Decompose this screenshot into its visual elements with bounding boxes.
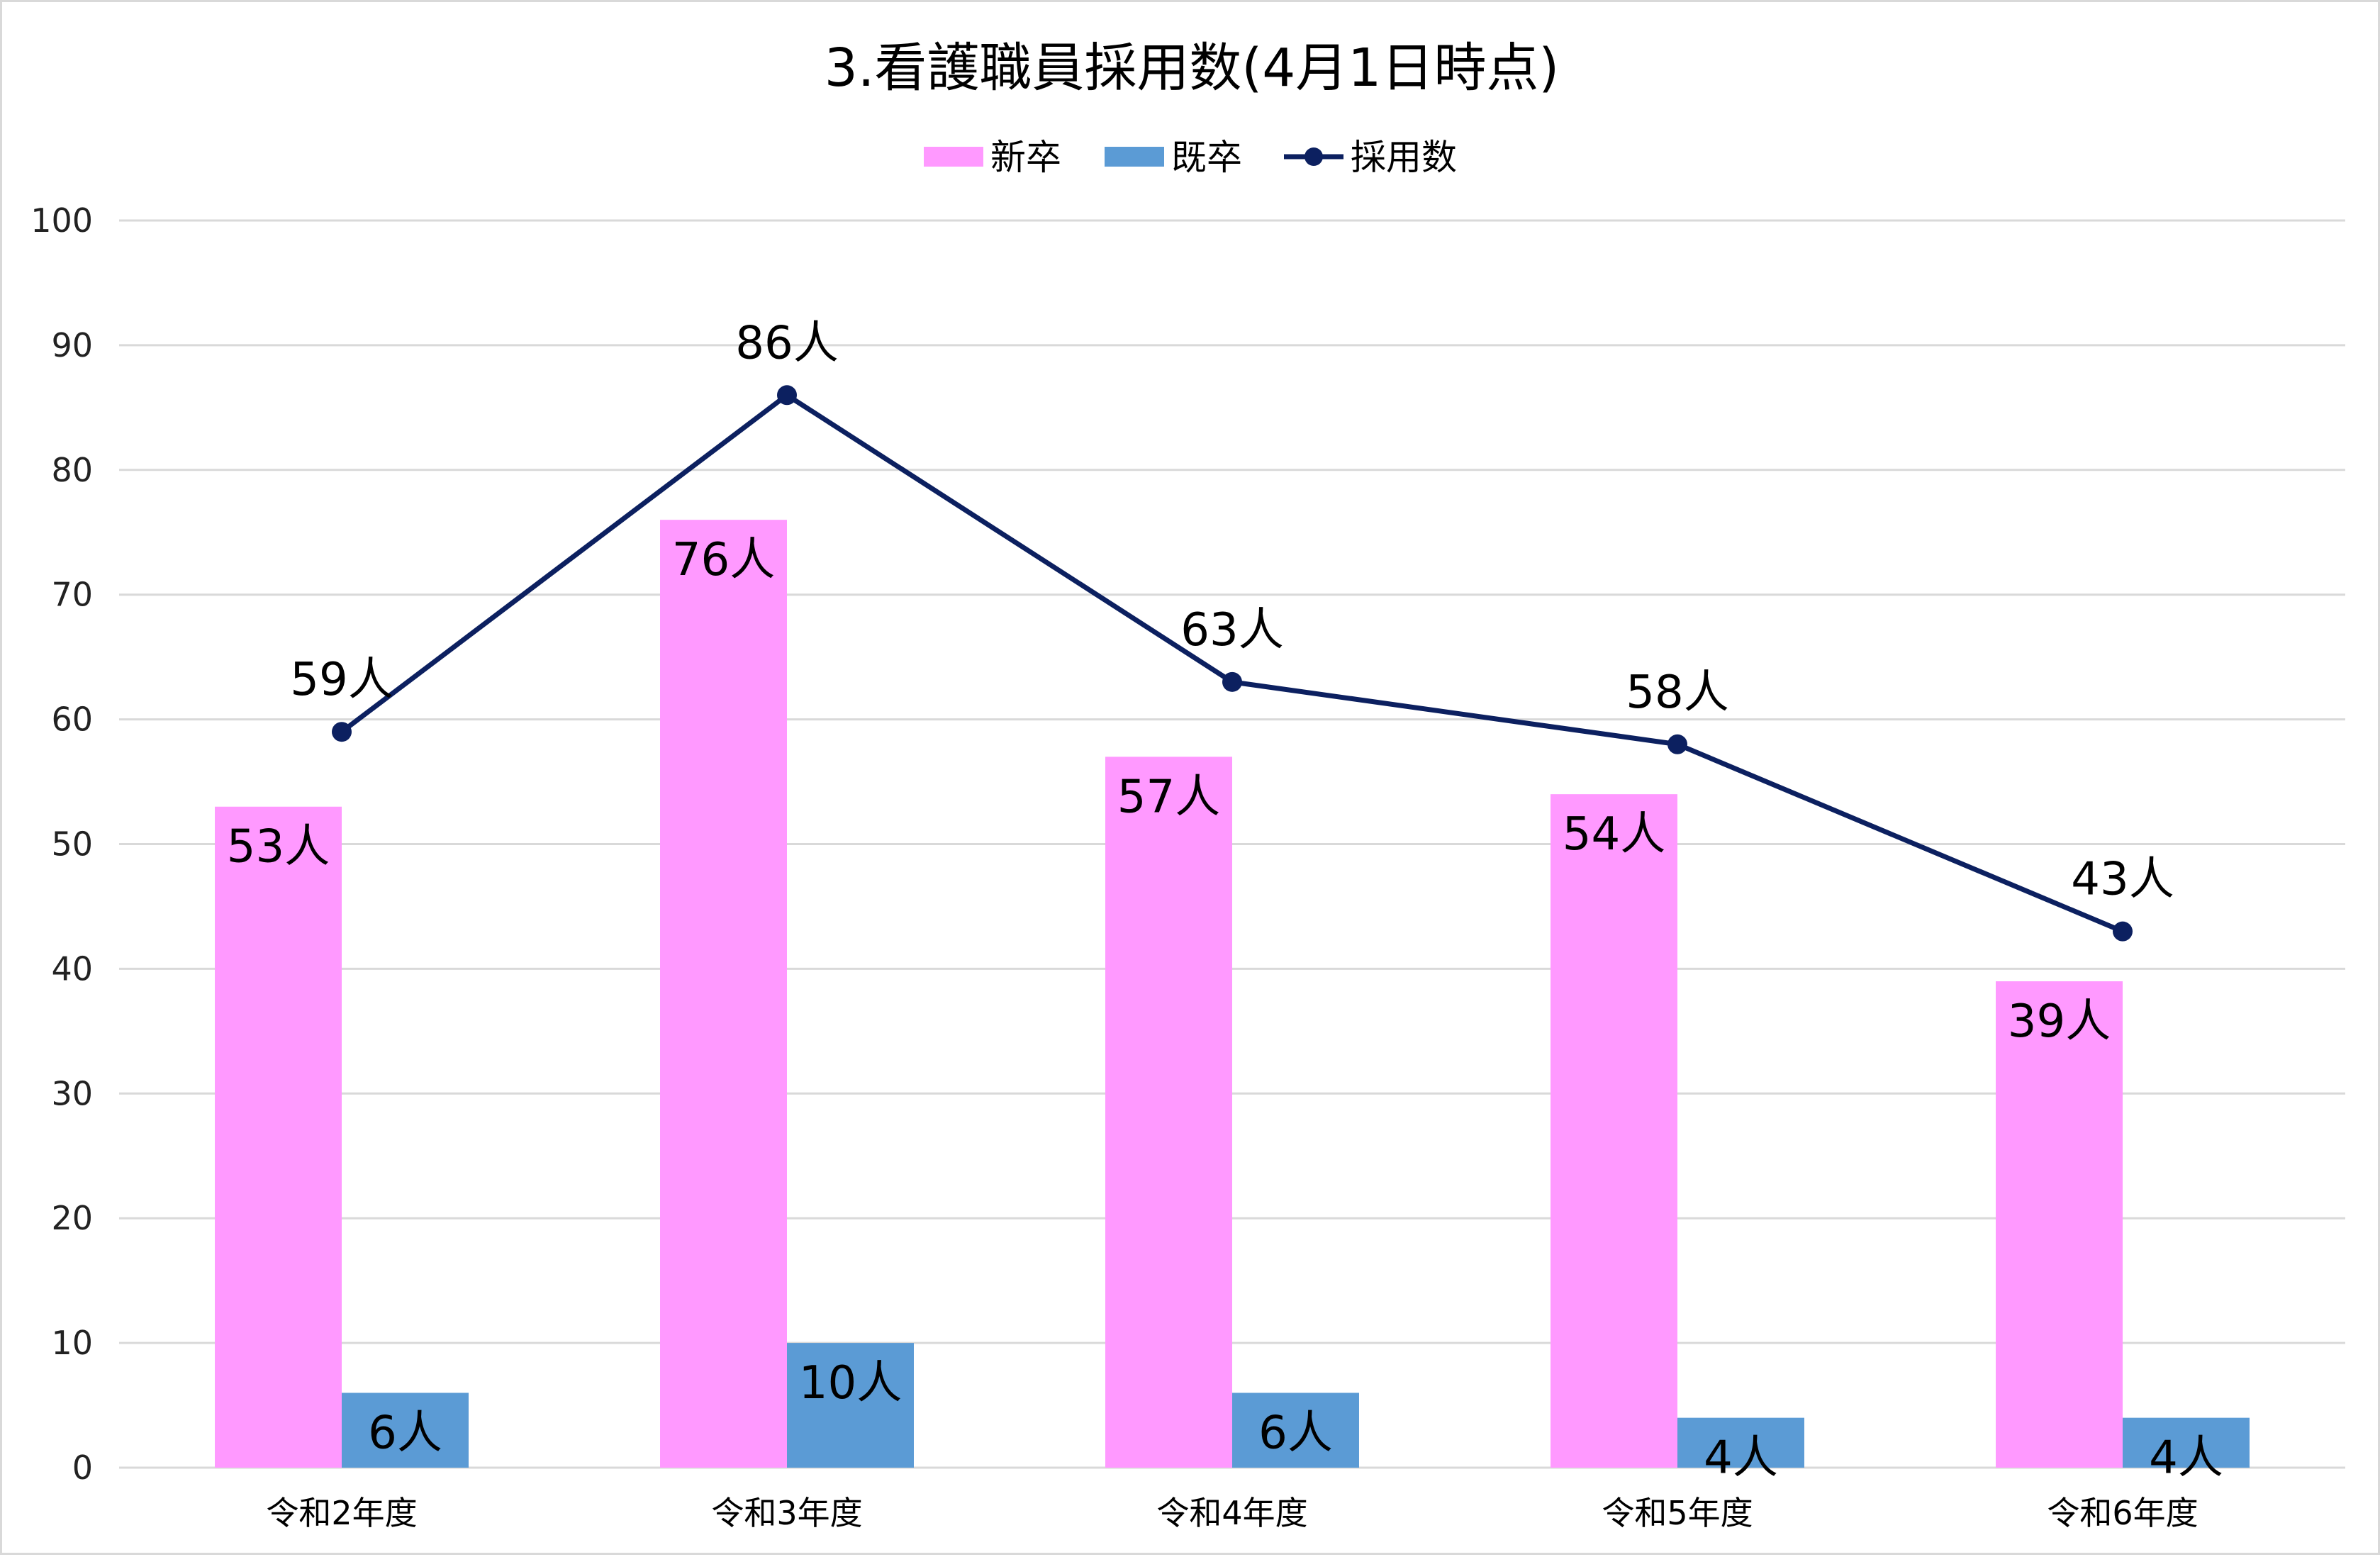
bar-data-label: 57人 bbox=[1117, 771, 1220, 823]
line-data-label: 86人 bbox=[735, 317, 838, 369]
y-axis: 0 10 20 30 40 50 60 70 80 90 100 bbox=[30, 201, 93, 1487]
y-tick-label: 70 bbox=[51, 576, 93, 614]
total-line bbox=[332, 385, 2133, 942]
legend-marker bbox=[1304, 147, 1323, 166]
line-data-label: 43人 bbox=[2071, 854, 2174, 906]
x-axis: 令和2年度 令和3年度 令和4年度 令和5年度 令和6年度 bbox=[266, 1494, 2198, 1532]
bar-data-label: 6人 bbox=[1258, 1407, 1333, 1459]
bar-kisotsu bbox=[1232, 1393, 1359, 1468]
y-tick-label: 20 bbox=[51, 1199, 93, 1237]
line-data-label: 63人 bbox=[1180, 604, 1283, 657]
legend-swatch bbox=[924, 147, 983, 167]
y-tick-label: 0 bbox=[72, 1449, 93, 1487]
bar-data-label: 4人 bbox=[1704, 1432, 1778, 1485]
bar-kisotsu bbox=[2123, 1417, 2250, 1468]
legend-swatch bbox=[1105, 147, 1164, 167]
bar-data-label: 53人 bbox=[227, 821, 330, 874]
line-point bbox=[1667, 734, 1687, 754]
line-point bbox=[777, 385, 797, 406]
line-point bbox=[1222, 671, 1242, 692]
legend-label: 採用数 bbox=[1351, 137, 1457, 178]
y-tick-label: 40 bbox=[51, 949, 93, 988]
bar-shinsotsu bbox=[1996, 981, 2123, 1468]
data-labels: 53人 76人 57人 54人 39人 6人 10人 6人 4人 4人 59人 86人 63人 58人 43… bbox=[227, 317, 2223, 1484]
x-tick-label: 令和2年度 bbox=[266, 1494, 417, 1532]
bar-data-label: 6人 bbox=[368, 1407, 442, 1459]
bar-data-label: 39人 bbox=[2008, 995, 2111, 1048]
bar-shinsotsu bbox=[215, 806, 342, 1468]
bar-kisotsu bbox=[342, 1393, 469, 1468]
x-tick-label: 令和3年度 bbox=[711, 1494, 862, 1532]
x-tick-label: 令和6年度 bbox=[2047, 1494, 2198, 1532]
bars bbox=[215, 520, 2250, 1468]
line-point bbox=[332, 722, 352, 742]
bar-data-label: 4人 bbox=[2149, 1432, 2223, 1485]
y-tick-label: 10 bbox=[51, 1324, 93, 1362]
bar-data-label: 10人 bbox=[799, 1357, 902, 1410]
bar-shinsotsu bbox=[1105, 757, 1232, 1468]
y-tick-label: 100 bbox=[30, 201, 93, 240]
y-tick-label: 80 bbox=[51, 451, 93, 489]
bar-shinsotsu bbox=[1551, 794, 1677, 1468]
y-tick-label: 30 bbox=[51, 1074, 93, 1112]
chart-title: 3.看護職員採用数(4月1日時点) bbox=[825, 38, 1560, 99]
legend-label: 新卒 bbox=[990, 137, 1061, 178]
bar-kisotsu bbox=[1677, 1417, 1804, 1468]
legend: 新卒 既卒 採用数 bbox=[924, 137, 1457, 178]
line-data-label: 59人 bbox=[290, 654, 393, 706]
legend-label: 既卒 bbox=[1171, 137, 1242, 178]
line-point bbox=[2113, 921, 2133, 942]
bar-data-label: 76人 bbox=[672, 534, 775, 586]
bar-shinsotsu bbox=[660, 520, 787, 1468]
y-tick-label: 50 bbox=[51, 825, 93, 864]
x-tick-label: 令和4年度 bbox=[1156, 1494, 1307, 1532]
bar-kisotsu bbox=[787, 1343, 914, 1468]
y-tick-label: 60 bbox=[51, 701, 93, 739]
line-data-label: 58人 bbox=[1626, 666, 1728, 719]
x-tick-label: 令和5年度 bbox=[1602, 1494, 1753, 1532]
y-tick-label: 90 bbox=[51, 326, 93, 364]
bar-data-label: 54人 bbox=[1563, 808, 1665, 861]
